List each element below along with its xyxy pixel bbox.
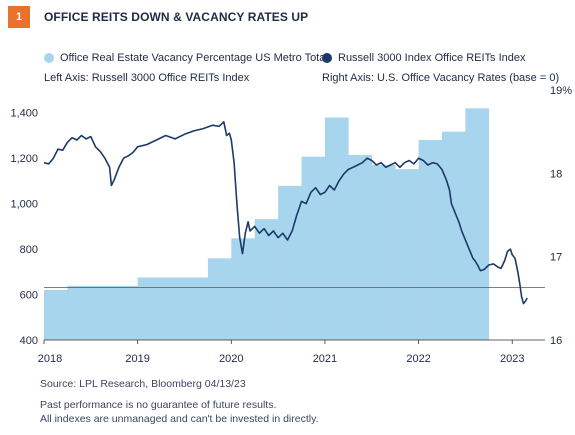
vacancy-bar-6	[278, 185, 302, 340]
left-axis-note: Left Axis: Russell 3000 Office REITs Ind…	[44, 72, 250, 84]
right-axis-tick-2: 18	[550, 168, 562, 180]
legend-vacancy: Office Real Estate Vacancy Percentage US…	[44, 52, 328, 64]
disclaimer-line-1: Past performance is no guarantee of futu…	[40, 399, 277, 411]
vacancy-bar-1	[67, 285, 138, 340]
left-axis-tick-4: 1,200	[10, 153, 38, 165]
vacancy-bar-14	[465, 108, 490, 340]
vacancy-bar-9	[348, 155, 373, 340]
vacancy-legend-label: Office Real Estate Vacancy Percentage US…	[60, 52, 328, 64]
vacancy-bar-10	[371, 165, 396, 340]
vacancy-bar-13	[441, 131, 466, 340]
vacancy-legend-dot	[44, 53, 54, 63]
chart-title: OFFICE REITS DOWN & VACANCY RATES UP	[44, 10, 309, 24]
vacancy-bar-8	[324, 117, 349, 340]
left-axis-tick-1: 600	[20, 290, 38, 302]
x-axis-tick-5: 2023	[500, 353, 524, 365]
right-axis-tick-0: 16	[550, 335, 562, 347]
x-axis-tick-2: 2020	[219, 353, 243, 365]
vacancy-bar-7	[301, 156, 326, 340]
right-axis-tick-3: 19%	[550, 85, 572, 97]
vacancy-bar-4	[231, 238, 256, 340]
vacancy-bar-0	[44, 290, 68, 340]
reit-legend-label: Russell 3000 Index Office REITs Index	[338, 52, 526, 64]
right-axis-tick-1: 17	[550, 252, 562, 264]
left-axis-tick-3: 1,000	[10, 199, 38, 211]
x-axis-tick-0: 2018	[38, 353, 62, 365]
disclaimer-line-2: All indexes are unmanaged and can't be i…	[40, 413, 319, 425]
source-note: Source: LPL Research, Bloomberg 04/13/23	[40, 378, 246, 390]
left-axis-tick-5: 1,400	[10, 108, 38, 120]
legend-reit: Russell 3000 Index Office REITs Index	[322, 52, 526, 64]
reit-index-line	[43, 121, 528, 305]
vacancy-bar-2	[137, 277, 209, 340]
vacancy-bar-12	[418, 140, 443, 340]
vacancy-bar-3	[207, 258, 232, 340]
left-axis-tick-2: 800	[20, 244, 38, 256]
x-axis-tick-4: 2022	[406, 353, 430, 365]
vacancy-bar-5	[254, 219, 279, 340]
right-axis-note: Right Axis: U.S. Office Vacancy Rates (b…	[322, 72, 560, 84]
reit-legend-dot	[322, 53, 332, 63]
left-axis-tick-0: 400	[20, 335, 38, 347]
vacancy-bar-11	[395, 169, 419, 340]
x-axis-tick-1: 2019	[125, 353, 149, 365]
figure-number-badge: 1	[8, 6, 30, 28]
x-axis-tick-3: 2021	[313, 353, 337, 365]
